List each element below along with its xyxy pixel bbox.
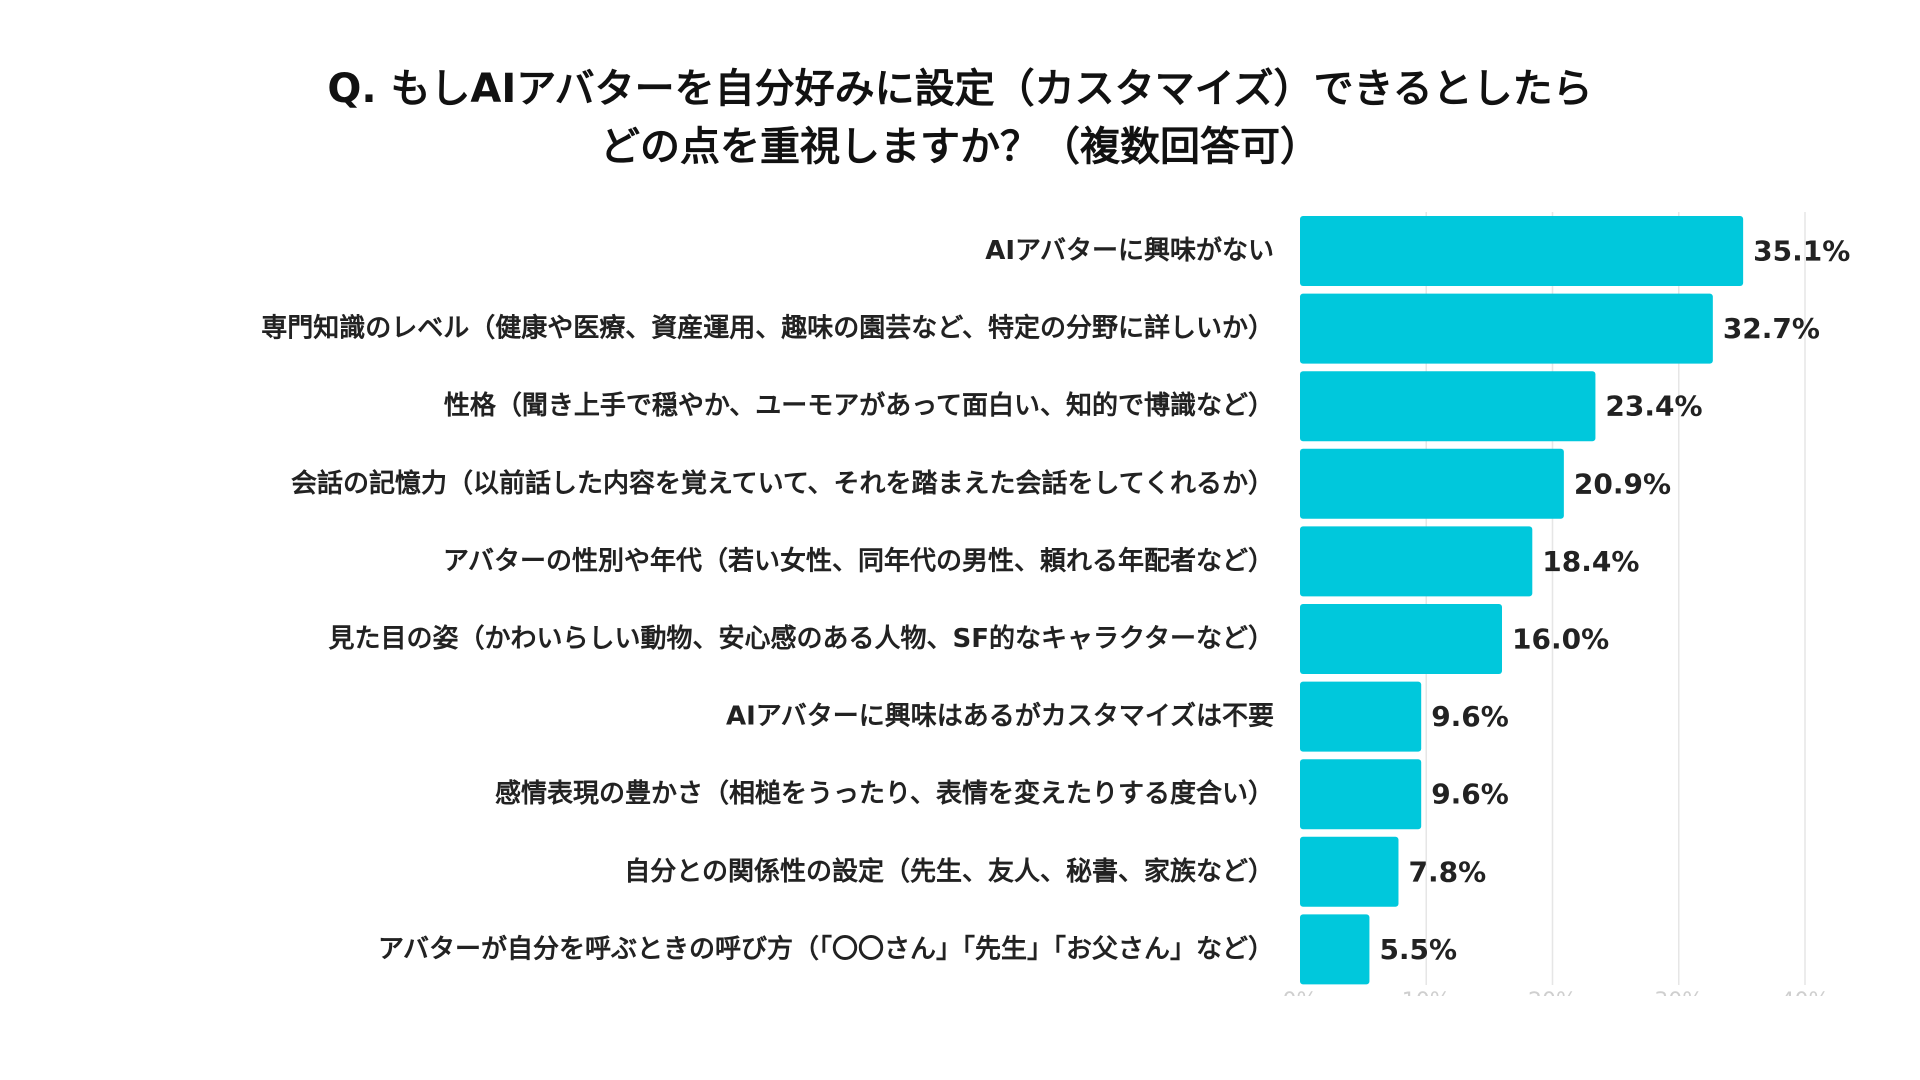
chart-title-line-2: どの点を重視しますか？（複数回答可）	[600, 124, 1320, 170]
category-label: アバターが自分を呼ぶときの呼び方（「〇〇さん」「先生」「お父さん」など）	[378, 933, 1274, 964]
category-label: 見た目の姿（かわいらしい動物、安心感のある人物、SF的なキャラクターなど）	[329, 623, 1274, 654]
data-label: 7.8%	[1408, 855, 1486, 888]
bottom-mask	[1240, 996, 1860, 1080]
category-label: AIアバターに興味はあるがカスタマイズは不要	[726, 701, 1274, 732]
category-label: 会話の記憶力（以前話した内容を覚えていて、それを踏まえた会話をしてくれるか）	[291, 468, 1274, 499]
data-label: 32.7%	[1723, 312, 1820, 345]
bar	[1300, 836, 1399, 907]
category-label: 感情表現の豊かさ（相槌をうったり、表情を変えたりする度合い）	[495, 778, 1274, 809]
bar	[1300, 293, 1713, 364]
category-label: 自分との関係性の設定（先生、友人、秘書、家族など）	[624, 856, 1274, 887]
chart-title-line-1: Q. もしAIアバターを自分好みに設定（カスタマイズ）できるとしたら	[327, 66, 1593, 112]
bar	[1300, 371, 1596, 442]
bar	[1300, 216, 1744, 286]
data-label: 16.0%	[1512, 623, 1609, 656]
bar	[1300, 448, 1564, 519]
bar	[1300, 526, 1533, 597]
category-label: AIアバターに興味がない	[985, 235, 1274, 266]
category-label: 専門知識のレベル（健康や医療、資産運用、趣味の園芸など、特定の分野に詳しいか）	[261, 313, 1274, 344]
data-label: 9.6%	[1431, 700, 1509, 733]
category-label: 性格（聞き上手で穏やか、ユーモアがあって面白い、知的で博識など）	[444, 390, 1274, 421]
bar	[1300, 681, 1422, 752]
data-label: 23.4%	[1605, 390, 1702, 423]
data-label: 18.4%	[1542, 545, 1639, 578]
data-label: 20.9%	[1574, 467, 1671, 500]
chart-title: Q. もしAIアバターを自分好みに設定（カスタマイズ）できるとしたら どの点を重…	[0, 60, 1920, 176]
data-label: 35.1%	[1753, 235, 1850, 268]
bar	[1300, 604, 1502, 674]
bar	[1300, 759, 1422, 830]
category-label: アバターの性別や年代（若い女性、同年代の男性、頼れる年配者など）	[443, 545, 1274, 576]
bar	[1300, 914, 1370, 985]
data-label: 5.5%	[1379, 933, 1457, 966]
data-label: 9.6%	[1431, 778, 1509, 811]
